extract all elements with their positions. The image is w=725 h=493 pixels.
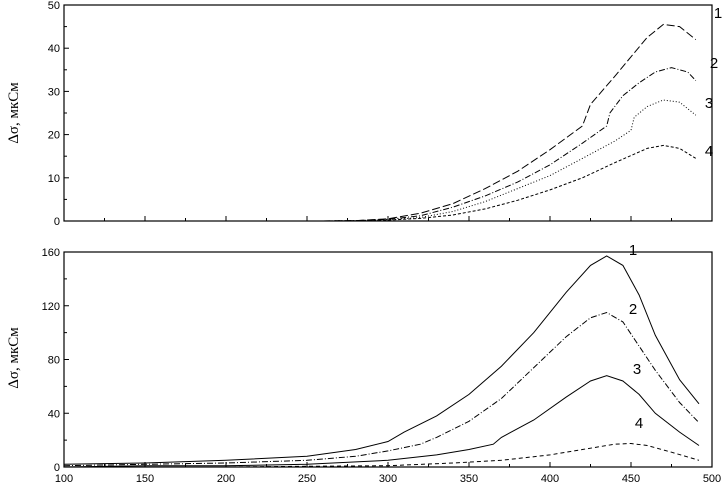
y-tick-label: 80 [48,355,60,367]
y-tick-label: 30 [48,86,60,98]
series-line-4 [64,442,700,468]
plot-frame [63,251,713,468]
series-label-4: 4 [705,143,713,160]
x-tick-label: 350 [460,473,478,485]
x-tick-label: 400 [541,473,559,485]
x-tick-label: 100 [55,473,73,485]
x-tick-label: 500 [703,473,721,485]
y-axis-label: Δσ, мкСм [6,82,22,144]
series-line-2 [323,67,697,222]
series-label-4: 4 [635,415,643,432]
y-axis-label: Δσ, мкСм [6,327,22,389]
series-line-1 [323,23,697,222]
series-label-1: 1 [714,5,722,22]
y-tick-label: 10 [48,173,60,185]
top-panel: 0 10 20 30 40 50 Δσ, мкСм 1 2 3 4 [6,0,722,228]
series-line-1 [63,255,700,465]
series-label-2: 2 [629,301,637,318]
series-label-2: 2 [710,55,718,72]
bottom-panel: 0 40 80 120 160 100 150 200 250 300 350 400 450 500 Δσ… [6,242,721,485]
series-line-3 [63,375,700,468]
series-label-1: 1 [629,242,637,259]
x-tick-label: 150 [136,473,154,485]
y-tick-label: 120 [42,301,60,313]
series-label-3: 3 [705,95,713,112]
x-tick-label: 300 [379,473,397,485]
plot-frame [63,4,713,222]
series-line-2 [63,311,700,467]
y-tick-label: 160 [42,247,60,259]
y-tick-label: 0 [54,462,60,474]
x-tick-label: 450 [622,473,640,485]
x-tick-label: 250 [298,473,316,485]
series-line-3 [323,99,697,222]
y-tick-label: 40 [48,408,60,420]
y-tick-label: 50 [48,0,60,12]
series-line-4 [323,144,697,222]
series-label-3: 3 [633,361,641,378]
x-tick-label: 200 [217,473,235,485]
y-tick-label: 0 [54,216,60,228]
y-tick-label: 20 [48,130,60,142]
y-tick-label: 40 [48,43,60,55]
